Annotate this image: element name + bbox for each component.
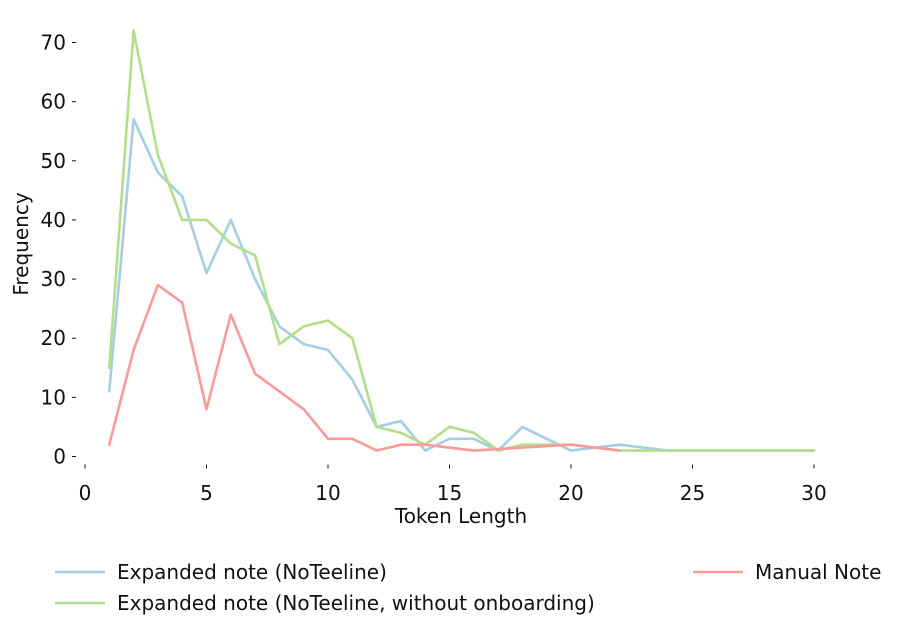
x-tick-label: 0 — [79, 481, 92, 505]
legend-label-3: Manual Note — [755, 560, 881, 584]
y-tick-label: 20 — [41, 326, 66, 350]
x-tick-label: 30 — [801, 481, 826, 505]
y-tick-label: 0 — [53, 445, 66, 469]
y-tick-label: 10 — [41, 385, 66, 409]
x-tick-label: 15 — [437, 481, 462, 505]
series-lines — [108, 29, 816, 452]
y-axis-title: Frequency — [9, 192, 33, 295]
y-axis-ticks: 0 10 20 30 40 50 60 70 — [41, 31, 76, 469]
series-line-1 — [108, 118, 816, 452]
y-tick-label: 70 — [41, 31, 66, 55]
legend-label-1: Expanded note (NoTeeline) — [117, 560, 387, 584]
x-tick-label: 5 — [200, 481, 213, 505]
y-tick-label: 50 — [41, 149, 66, 173]
x-axis-title: Token Length — [394, 504, 527, 528]
y-tick-label: 40 — [41, 208, 66, 232]
series-line-3 — [108, 283, 621, 452]
legend: Expanded note (NoTeeline) Expanded note (… — [55, 560, 881, 615]
x-tick-label: 20 — [558, 481, 583, 505]
legend-label-2: Expanded note (NoTeeline, without onboar… — [117, 591, 595, 615]
y-tick-label: 60 — [41, 90, 66, 114]
x-tick-label: 10 — [315, 481, 340, 505]
x-axis-ticks: 0 5 10 15 20 25 30 — [79, 464, 827, 505]
x-tick-label: 25 — [680, 481, 705, 505]
series-line-2 — [108, 29, 816, 452]
y-tick-label: 30 — [41, 267, 66, 291]
